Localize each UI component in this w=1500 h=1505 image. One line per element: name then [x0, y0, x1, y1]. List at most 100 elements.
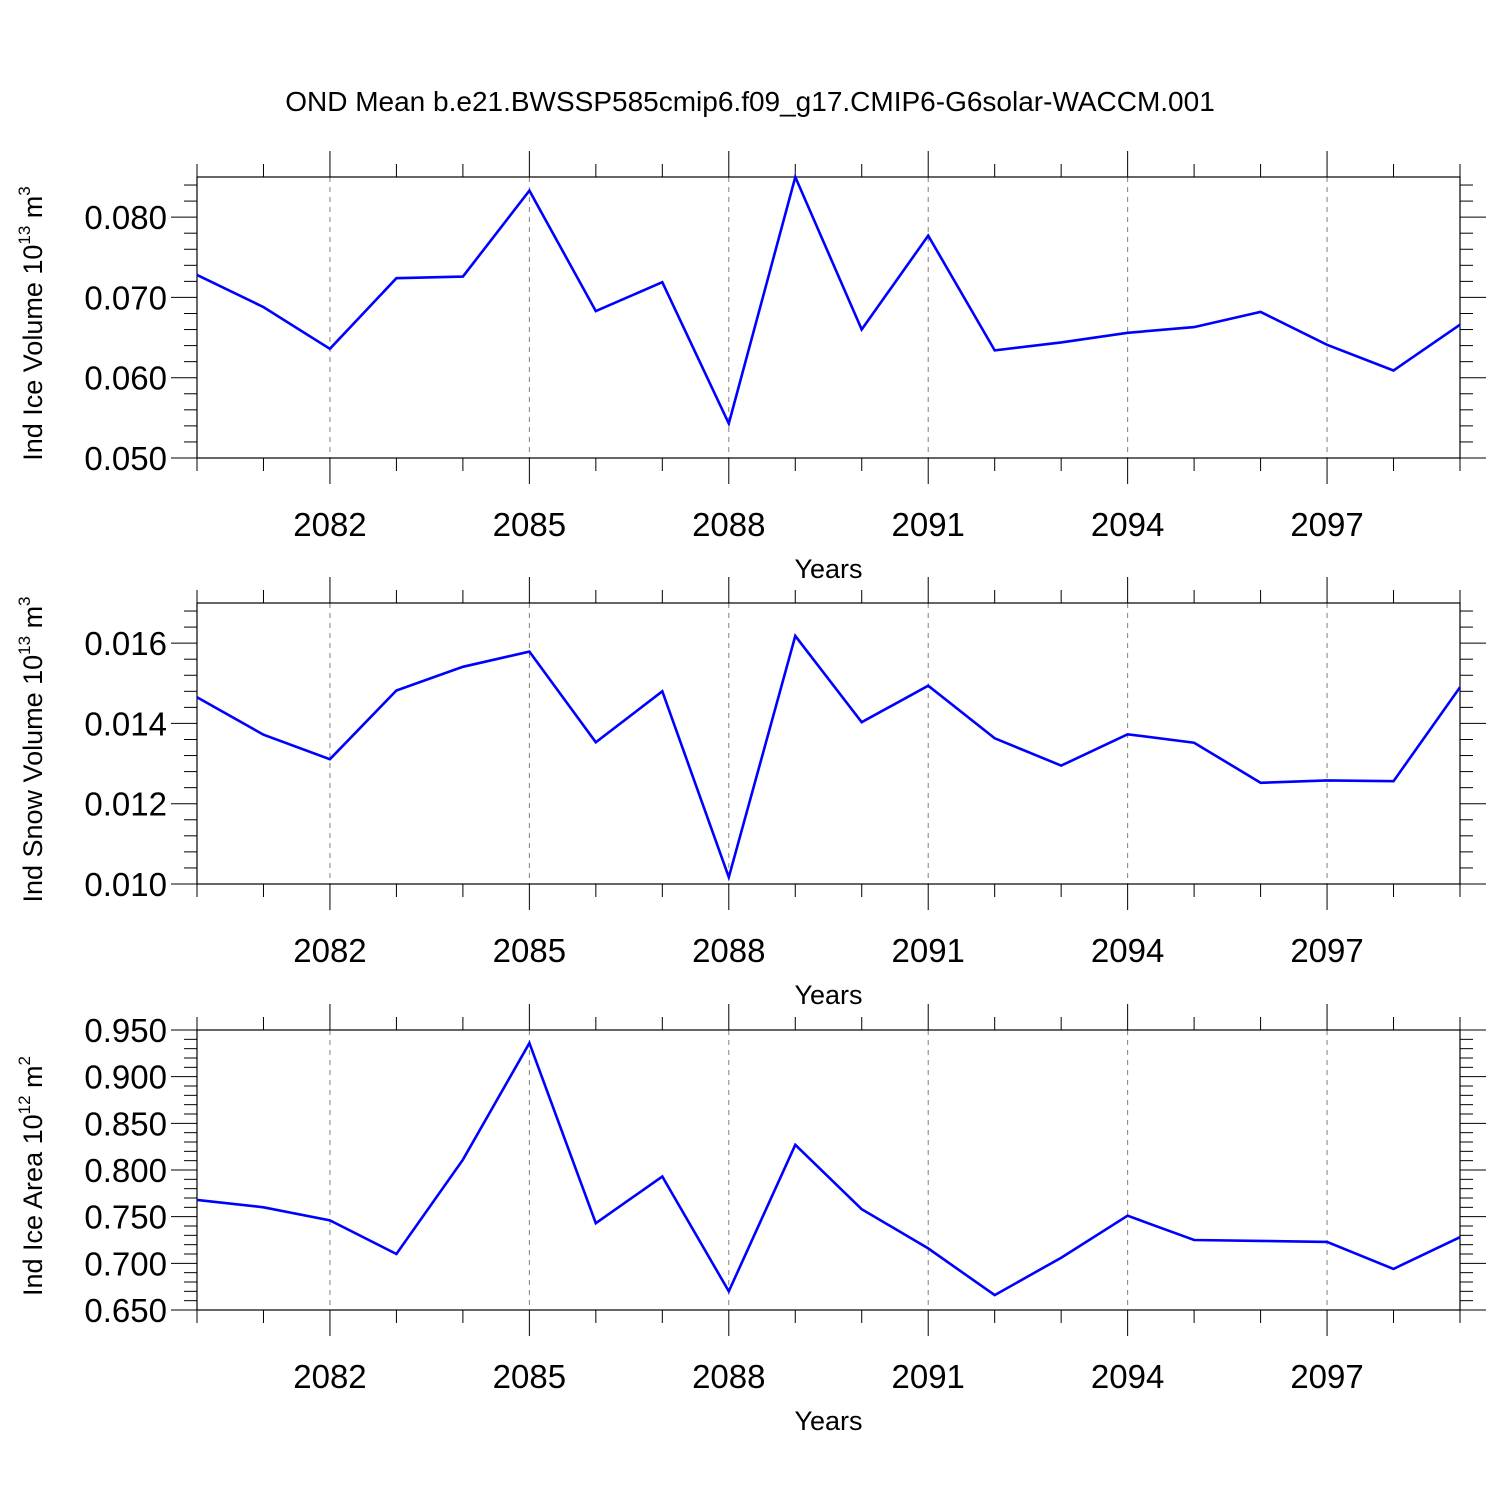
y-axis-label-unit: m: [18, 196, 48, 226]
data-point: [1259, 310, 1262, 313]
x-tick-label: 2094: [1091, 932, 1164, 969]
x-tick-label: 2091: [891, 1358, 964, 1395]
x-axis-label: Years: [794, 980, 862, 1010]
y-axis-label: Ind Ice Area 1012 m2: [15, 1056, 48, 1296]
data-point: [1060, 341, 1063, 344]
data-point: [594, 741, 597, 744]
y-axis-label-text: Ind Snow Volume 10: [18, 655, 48, 903]
y-axis-label: Ind Ice Volume 1013 m3: [15, 186, 48, 461]
data-point: [1060, 764, 1063, 767]
data-point: [860, 1208, 863, 1211]
x-tick-label: 2094: [1091, 1358, 1164, 1395]
plot-frame: [196, 1029, 1461, 1311]
y-axis-label: Ind Snow Volume 1013 m3: [15, 596, 48, 902]
data-point: [661, 1175, 664, 1178]
data-point: [395, 277, 398, 280]
y-tick-label: 0.070: [84, 279, 167, 316]
x-tick-label: 2082: [293, 932, 366, 969]
y-tick-label: 0.016: [84, 625, 167, 662]
y-axis-label-text: Ind Ice Area 10: [18, 1114, 48, 1296]
data-point: [927, 1247, 930, 1250]
y-tick-label: 0.060: [84, 360, 167, 397]
data-point: [860, 328, 863, 331]
y-axis-label-unit: m: [18, 1065, 48, 1095]
plot-panel-2: 0.010 0.012 0.014 0.016 2082 2085 2088 2091 2094…: [15, 577, 1486, 1010]
data-point: [794, 634, 797, 637]
x-tick-label: 2085: [493, 506, 566, 543]
data-point: [1459, 323, 1462, 326]
data-point: [993, 737, 996, 740]
data-point: [461, 665, 464, 668]
data-point: [927, 684, 930, 687]
y-axis-label-exponent: 13: [15, 226, 34, 245]
data-point: [993, 1294, 996, 1297]
x-axis-label: Years: [794, 554, 862, 584]
plot-frame: [196, 176, 1461, 459]
data-point: [794, 1143, 797, 1146]
plot-panel-3: 0.650 0.700 0.750 0.800 0.850 0.900 0.950 2082 2…: [15, 1004, 1486, 1436]
y-tick-label: 0.850: [84, 1105, 167, 1142]
data-point: [1126, 1214, 1129, 1217]
y-axis-label-unit: m: [18, 606, 48, 636]
data-point: [528, 1042, 531, 1045]
x-tick-label: 2088: [692, 1358, 765, 1395]
data-point: [727, 422, 730, 425]
data-point: [1459, 1236, 1462, 1239]
plot-panel-1: 0.050 0.060 0.070 0.080 2082 2085 2088 2091 2094…: [15, 151, 1486, 584]
y-axis-label-exponent: 12: [15, 1095, 34, 1114]
x-tick-label: 2097: [1290, 932, 1363, 969]
data-point: [727, 876, 730, 879]
data-point: [196, 1198, 199, 1201]
y-tick-label: 0.080: [84, 199, 167, 236]
data-point: [528, 650, 531, 653]
data-point: [1126, 331, 1129, 334]
data-point: [594, 1222, 597, 1225]
data-point: [1060, 1256, 1063, 1259]
y-tick-label: 0.650: [84, 1292, 167, 1329]
data-point: [395, 1253, 398, 1256]
x-tick-label: 2094: [1091, 506, 1164, 543]
series-line: [196, 633, 1462, 882]
data-point: [1259, 781, 1262, 784]
data-point: [1326, 343, 1329, 346]
data-point: [1193, 741, 1196, 744]
y-tick-label: 0.950: [84, 1012, 167, 1049]
data-point: [1392, 369, 1395, 372]
data-point: [328, 1219, 331, 1222]
x-tick-label: 2085: [493, 1358, 566, 1395]
data-point: [860, 721, 863, 724]
x-tick-label: 2088: [692, 932, 765, 969]
x-tick-label: 2088: [692, 506, 765, 543]
data-point: [196, 696, 199, 699]
series-line: [196, 1040, 1461, 1297]
x-tick-label: 2091: [891, 506, 964, 543]
data-point: [1392, 780, 1395, 783]
data-point: [328, 758, 331, 761]
data-point: [262, 733, 265, 736]
data-point: [1392, 1267, 1395, 1270]
series-line: [196, 173, 1461, 428]
data-point: [196, 273, 199, 276]
data-point: [927, 234, 930, 237]
y-axis-label-text: Ind Ice Volume 10: [18, 245, 48, 461]
data-point: [661, 281, 664, 284]
data-point: [1326, 1240, 1329, 1243]
data-point: [262, 306, 265, 309]
data-point: [528, 189, 531, 192]
data-point: [794, 176, 797, 179]
data-point: [328, 347, 331, 350]
y-tick-label: 0.014: [84, 705, 167, 742]
y-tick-label: 0.050: [84, 440, 167, 477]
x-tick-label: 2097: [1290, 1358, 1363, 1395]
data-point: [395, 689, 398, 692]
data-point: [594, 310, 597, 313]
data-point: [262, 1206, 265, 1209]
y-tick-label: 0.700: [84, 1245, 167, 1282]
data-point: [727, 1290, 730, 1293]
y-tick-label: 0.012: [84, 786, 167, 823]
data-point: [1193, 1239, 1196, 1242]
figure-title: OND Mean b.e21.BWSSP585cmip6.f09_g17.CMI…: [285, 86, 1215, 117]
y-axis-label-unit-exponent: 3: [15, 596, 34, 605]
